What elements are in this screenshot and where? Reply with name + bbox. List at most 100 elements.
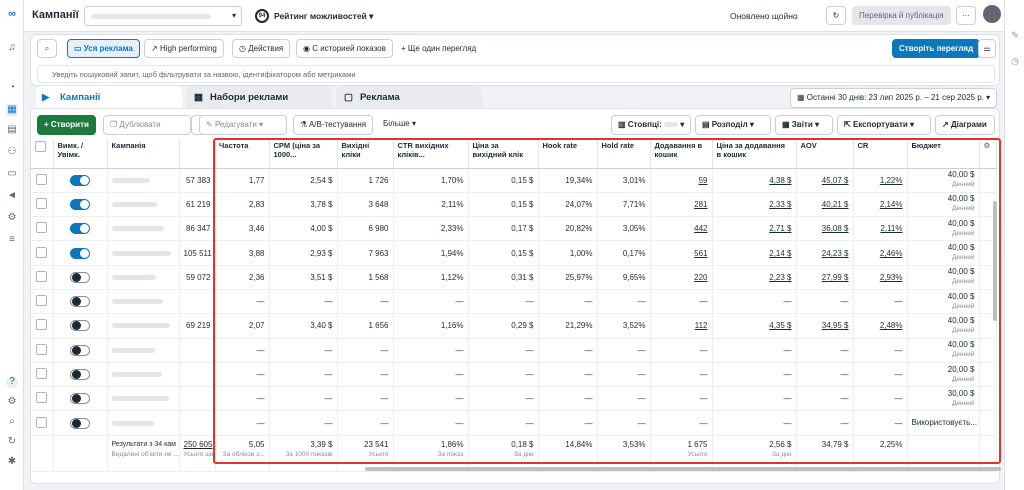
row-select[interactable] <box>31 240 54 266</box>
menu-icon[interactable]: ≡ <box>9 234 15 245</box>
campaign-name[interactable] <box>107 216 180 242</box>
campaign-name[interactable] <box>107 265 180 290</box>
campaign-name[interactable] <box>107 362 180 388</box>
pages-icon[interactable]: ▤ <box>7 124 17 135</box>
charts-button[interactable]: ↗ Діаграми <box>935 115 995 135</box>
table-row[interactable] <box>31 410 216 436</box>
campaign-header[interactable]: Кампанія <box>107 139 180 169</box>
row-select[interactable] <box>31 386 54 412</box>
campaign-toggle[interactable] <box>70 296 90 308</box>
account-selector[interactable]: ▾ <box>84 6 242 26</box>
table-row[interactable]: 86 347 <box>31 216 216 242</box>
row-toggle-cell[interactable] <box>53 386 108 412</box>
horizontal-scrollbar[interactable] <box>365 467 1001 471</box>
select-all-header[interactable] <box>31 139 54 169</box>
tab-campaigns[interactable]: ▶ Кампанії <box>36 86 182 110</box>
row-checkbox[interactable] <box>36 246 48 258</box>
row-select[interactable] <box>31 410 54 436</box>
budget-cell[interactable]: 40,00 $ Денний <box>907 216 980 242</box>
campaign-name[interactable] <box>107 240 180 266</box>
row-checkbox[interactable] <box>36 222 48 234</box>
row-select[interactable] <box>31 216 54 242</box>
row-checkbox[interactable] <box>36 392 48 404</box>
select-all-checkbox[interactable] <box>35 141 46 152</box>
column-header[interactable]: Ціна за вихідний клік <box>468 139 539 169</box>
row-toggle-cell[interactable] <box>53 313 108 339</box>
table-row[interactable]: 2,83 3,78 $3 648 2,11% 0,15 $24,07% 7,71% 281… <box>215 192 997 218</box>
budget-cell[interactable]: 40,00 $ Денний <box>907 265 980 290</box>
column-header[interactable]: CPM (ціна за 1000... <box>269 139 338 169</box>
create-view-button[interactable]: Створіть перегляд <box>892 39 981 58</box>
table-row[interactable]: 2,07 3,40 $1 656 1,16% 0,29 $21,29% 3,52% 112… <box>215 313 997 339</box>
clock-icon[interactable]: ◷ <box>1011 56 1019 66</box>
column-header[interactable]: Hook rate <box>538 139 598 169</box>
row-select[interactable] <box>31 192 54 218</box>
column-header[interactable]: Додавання в кошик <box>650 139 713 169</box>
column-settings-icon[interactable]: ⚙ <box>979 139 997 169</box>
table-row[interactable]: 3,88 2,93 $7 963 1,94% 0,15 $1,00% 0,17% 561 2… <box>215 240 997 266</box>
columns-button[interactable]: ▥ Стовпці: ▾ <box>611 115 691 135</box>
tab-ads[interactable]: ▢ Реклама <box>336 86 482 110</box>
row-select[interactable] <box>31 168 54 193</box>
budget-cell[interactable]: 40,00 $ Денний <box>907 289 980 315</box>
column-header[interactable]: Вихідні кліки <box>337 139 394 169</box>
table-row[interactable]: — — — — — — — — — — —40,00 $ Денний <box>215 338 997 363</box>
table-row[interactable] <box>31 289 216 315</box>
toggle-header[interactable]: Вимк. / Увімк. <box>53 139 108 169</box>
billing-icon[interactable]: ▭ <box>7 168 17 179</box>
create-button[interactable]: + Створити <box>37 115 96 135</box>
table-row[interactable]: 1,77 2,54 $1 726 1,70% 0,15 $19,34% 3,01% 59 4… <box>215 168 997 193</box>
row-select[interactable] <box>31 313 54 339</box>
bell-icon[interactable]: ♫ <box>8 42 16 53</box>
campaign-toggle[interactable] <box>70 417 90 429</box>
row-checkbox[interactable] <box>36 416 48 428</box>
campaign-toggle[interactable] <box>70 393 90 405</box>
row-toggle-cell[interactable] <box>53 192 108 218</box>
search-icon[interactable]: ⌕ <box>9 416 15 427</box>
campaign-toggle[interactable] <box>70 271 90 283</box>
row-select[interactable] <box>31 338 54 363</box>
settings-icon[interactable]: ⚙ <box>7 396 17 407</box>
campaign-name[interactable] <box>107 192 180 218</box>
refresh-button[interactable]: ↻ <box>826 6 846 25</box>
view-history[interactable]: ◉ С историей показов <box>296 39 393 58</box>
column-header[interactable]: AOV <box>796 139 854 169</box>
view-actions[interactable]: ◷ Действия <box>232 39 291 58</box>
campaign-name[interactable] <box>107 410 180 436</box>
table-row[interactable]: 57 383 <box>31 168 216 193</box>
bug-icon[interactable]: ✱ <box>7 456 17 467</box>
row-checkbox[interactable] <box>36 343 48 355</box>
table-row[interactable] <box>31 362 216 388</box>
campaign-toggle[interactable] <box>70 223 90 235</box>
table-row[interactable]: 61 219 <box>31 192 216 218</box>
column-header[interactable]: Hold rate <box>597 139 651 169</box>
row-toggle-cell[interactable] <box>53 338 108 363</box>
row-checkbox[interactable] <box>36 197 48 209</box>
megaphone-icon[interactable]: ◄ <box>7 190 17 201</box>
help-icon[interactable]: ? <box>6 376 18 388</box>
view-settings-button[interactable]: ⚌ <box>978 39 996 58</box>
dashboard-icon[interactable]: ◔ <box>8 82 16 93</box>
budget-cell[interactable]: 40,00 $ Денний <box>907 338 980 363</box>
breakdown-button[interactable]: ▤ Розподіл ▾ <box>695 115 771 135</box>
view-high-performing[interactable]: ↗ High performing <box>144 39 224 58</box>
table-row[interactable] <box>31 386 216 412</box>
avatar[interactable] <box>983 5 1001 23</box>
row-toggle-cell[interactable] <box>53 168 108 193</box>
budget-cell[interactable]: Використовуєть... <box>907 410 980 436</box>
table-row[interactable]: 69 219 <box>31 313 216 339</box>
table-row[interactable]: 105 511 <box>31 240 216 266</box>
column-header[interactable]: Частота <box>215 139 270 169</box>
row-toggle-cell[interactable] <box>53 410 108 436</box>
pencil-icon[interactable]: ✎ <box>1011 30 1019 40</box>
budget-cell[interactable]: 40,00 $ Денний <box>907 192 980 218</box>
history-icon[interactable]: ↻ <box>7 436 17 447</box>
search-input[interactable]: Уведіть пошуковий запит, щоб фільтрувати… <box>37 65 995 83</box>
campaign-name[interactable] <box>107 338 180 363</box>
campaign-toggle[interactable] <box>70 174 90 186</box>
search-button[interactable]: ⌕ <box>37 39 57 58</box>
table-row[interactable]: — — — — — — — — — — —40,00 $ Денний <box>215 289 997 315</box>
budget-cell[interactable]: 40,00 $ Денний <box>907 240 980 266</box>
add-view-link[interactable]: + Ще один перегляд <box>401 44 477 53</box>
edit-button[interactable]: ✎ Редагувати ▾ <box>199 115 287 135</box>
